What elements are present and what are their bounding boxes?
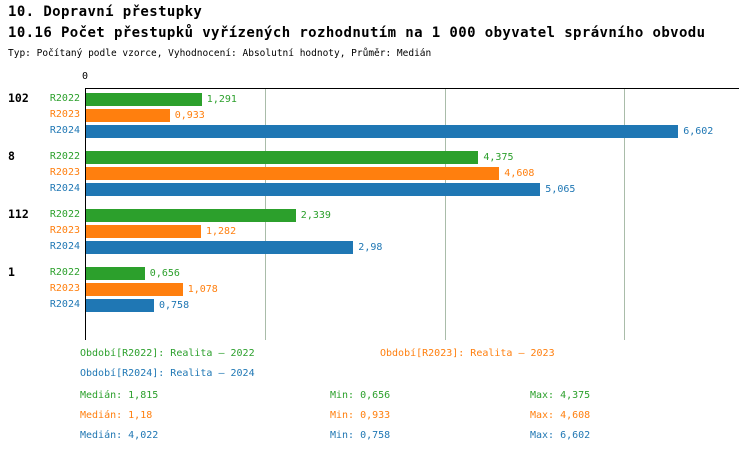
- bar-value-label: 4,375: [483, 152, 514, 163]
- stat-median-r2022: Medián: 1,815: [80, 390, 159, 401]
- series-row-label: R2023: [49, 109, 80, 120]
- bar-r2023: [86, 283, 183, 296]
- legend-item-r2022: Období[R2022]: Realita – 2022: [80, 348, 255, 359]
- bar-r2024: [86, 299, 154, 312]
- stat-max-r2022: Max: 4,375: [530, 390, 591, 401]
- legend-item-r2024: Období[R2024]: Realita – 2024: [80, 368, 255, 379]
- series-row-label: R2023: [49, 225, 80, 236]
- bar-r2022: [86, 151, 479, 164]
- bar-value-label: 1,282: [206, 226, 237, 237]
- group-label: 8: [8, 149, 15, 163]
- stat-min-r2022: Min: 0,656: [330, 390, 391, 401]
- bar-value-label: 0,933: [174, 110, 205, 121]
- plot-area: 1,291 0,933 6,602 4,375 4,608 5,065 2,339 1,282…: [85, 88, 739, 340]
- stat-median-r2024: Medián: 4,022: [80, 430, 159, 441]
- legend-item-r2023: Období[R2023]: Realita – 2023: [380, 348, 555, 359]
- bar-value-label: 4,608: [504, 168, 535, 179]
- bar-r2023: [86, 109, 170, 122]
- series-row-label: R2023: [49, 167, 80, 178]
- gridline: [624, 89, 626, 340]
- bar-r2022: [86, 267, 145, 280]
- stat-max-r2023: Max: 4,608: [530, 410, 591, 421]
- bar-r2024: [86, 125, 679, 138]
- bar-value-label: 2,339: [300, 210, 331, 221]
- stat-min-r2023: Min: 0,933: [330, 410, 391, 421]
- series-row-label: R2023: [49, 283, 80, 294]
- x-axis-origin-label: 0: [81, 71, 89, 82]
- bar-r2023: [86, 167, 500, 180]
- bar-value-label: 1,291: [206, 94, 237, 105]
- bar-value-label: 5,065: [545, 184, 576, 195]
- bar-value-label: 2,98: [358, 242, 383, 253]
- bar-r2024: [86, 241, 354, 254]
- series-row-label: R2024: [49, 183, 80, 194]
- stat-median-r2023: Medián: 1,18: [80, 410, 153, 421]
- indicator-subtitle: 10.16 Počet přestupků vyřízených rozhodn…: [8, 25, 706, 41]
- bar-value-label: 1,078: [187, 284, 218, 295]
- stat-max-r2024: Max: 6,602: [530, 430, 591, 441]
- series-row-label: R2022: [49, 93, 80, 104]
- indicator-meta: Typ: Počítaný podle vzorce, Vyhodnocení:…: [8, 48, 432, 59]
- series-row-label: R2024: [49, 241, 80, 252]
- series-row-label: R2022: [49, 151, 80, 162]
- bar-r2022: [86, 93, 202, 106]
- bar-r2023: [86, 225, 201, 238]
- series-row-label: R2024: [49, 125, 80, 136]
- bar-r2024: [86, 183, 541, 196]
- gridline: [444, 89, 446, 340]
- group-label: 112: [8, 207, 29, 221]
- bar-value-label: 0,656: [149, 268, 180, 279]
- stat-min-r2024: Min: 0,758: [330, 430, 391, 441]
- bar-value-label: 0,758: [159, 300, 190, 311]
- page-title: 10. Dopravní přestupky: [8, 4, 203, 20]
- series-row-label: R2024: [49, 299, 80, 310]
- bar-r2022: [86, 209, 296, 222]
- group-label: 1: [8, 265, 15, 279]
- series-row-label: R2022: [49, 209, 80, 220]
- group-label: 102: [8, 91, 29, 105]
- series-row-label: R2022: [49, 267, 80, 278]
- bar-value-label: 6,602: [683, 126, 714, 137]
